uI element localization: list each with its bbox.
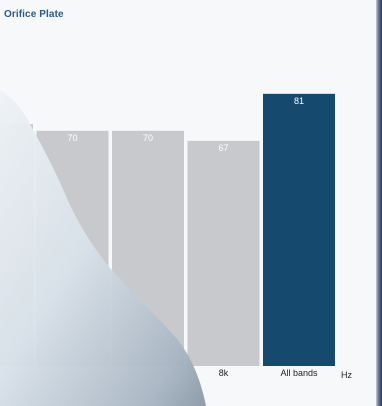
x-axis-unit-label: Hz	[341, 370, 352, 380]
bar-all-bands	[263, 93, 335, 366]
bar-band-1	[0, 124, 33, 366]
bar-value-label: 81	[294, 96, 304, 106]
bar-8k	[187, 140, 260, 366]
bar-band-3	[112, 130, 184, 366]
bar-value-label: 70	[143, 133, 153, 143]
chart-title: Orifice Plate	[4, 9, 64, 20]
bar-band-2	[36, 130, 109, 366]
bar-value-label: 70	[67, 133, 77, 143]
x-tick-label: All bands	[280, 368, 318, 378]
x-tick-label: 8k	[219, 368, 229, 378]
bar-value-label: 67	[218, 143, 228, 153]
monitor-bezel	[376, 0, 382, 406]
